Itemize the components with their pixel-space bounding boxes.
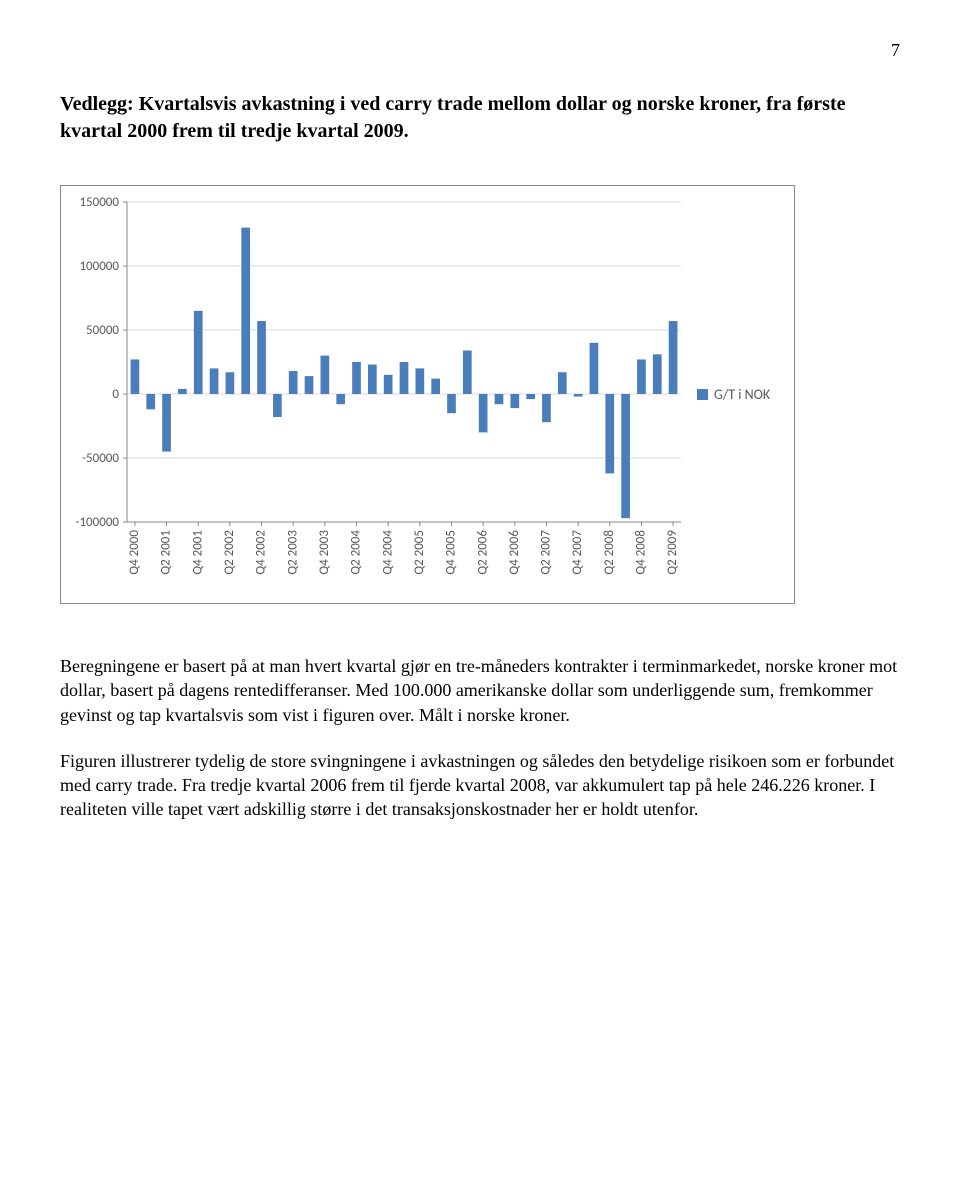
svg-text:Q2 2009: Q2 2009 [665, 530, 680, 575]
legend-label: G/T i NOK [714, 386, 770, 403]
body-paragraph-2: Figuren illustrerer tydelig de store svi… [60, 749, 900, 822]
svg-text:-50000: -50000 [82, 451, 119, 466]
legend-swatch [697, 389, 708, 400]
page-title: Vedlegg: Kvartalsvis avkastning i ved ca… [60, 91, 900, 145]
svg-text:50000: 50000 [86, 323, 119, 338]
svg-text:Q4 2003: Q4 2003 [317, 530, 332, 575]
svg-text:100000: 100000 [79, 259, 119, 274]
svg-text:0: 0 [112, 387, 119, 402]
svg-text:-100000: -100000 [75, 515, 119, 530]
svg-text:Q2 2007: Q2 2007 [539, 530, 554, 575]
svg-text:Q2 2001: Q2 2001 [159, 530, 174, 575]
svg-text:Q2 2005: Q2 2005 [412, 530, 427, 575]
svg-text:150000: 150000 [79, 195, 119, 210]
svg-text:Q4 2008: Q4 2008 [634, 530, 649, 575]
bar-chart: 150000 100000 50000 0 -50000 -100000 Q4 2000 Q2… [67, 192, 687, 597]
body-paragraph-1: Beregningene er basert på at man hvert k… [60, 654, 900, 727]
svg-text:Q4 2007: Q4 2007 [570, 530, 585, 575]
svg-text:Q2 2003: Q2 2003 [285, 530, 300, 575]
svg-text:Q4 2005: Q4 2005 [444, 530, 459, 575]
page-number: 7 [60, 40, 900, 61]
svg-text:Q2 2004: Q2 2004 [349, 530, 364, 575]
svg-text:Q2 2008: Q2 2008 [602, 530, 617, 575]
svg-text:Q4 2004: Q4 2004 [380, 530, 395, 575]
svg-text:Q4 2006: Q4 2006 [507, 530, 522, 575]
svg-text:Q4 2000: Q4 2000 [127, 530, 142, 575]
chart-legend: G/T i NOK [697, 386, 770, 403]
chart-container: 150000 100000 50000 0 -50000 -100000 Q4 2000 Q2… [60, 185, 795, 604]
svg-text:Q4 2002: Q4 2002 [254, 530, 269, 575]
svg-text:Q2 2006: Q2 2006 [475, 530, 490, 575]
svg-text:Q4 2001: Q4 2001 [190, 530, 205, 575]
svg-text:Q2 2002: Q2 2002 [222, 530, 237, 575]
